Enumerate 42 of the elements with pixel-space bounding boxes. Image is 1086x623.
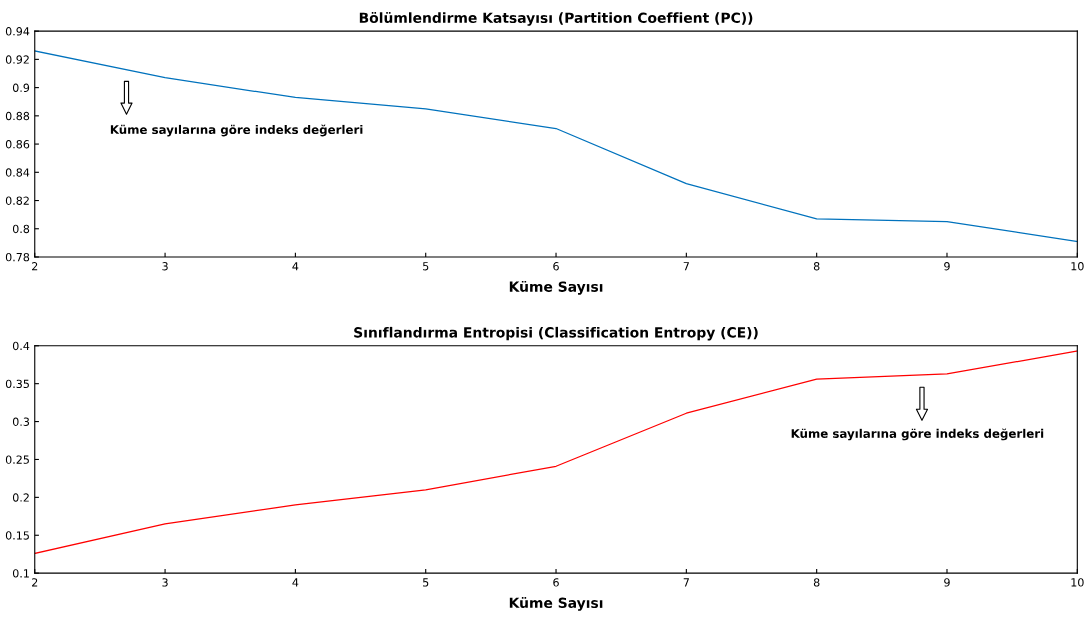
- x-axis-title: Küme Sayısı: [509, 597, 603, 611]
- chart-title: Bölümlendirme Katsayısı (Partition Coeffient (PC)): [359, 12, 753, 26]
- x-axis-title: Küme Sayısı: [509, 280, 603, 295]
- x-tick-label: 10: [1071, 578, 1084, 587]
- x-tick-label: 8: [813, 262, 820, 271]
- y-tick-label: 0.94: [5, 27, 30, 36]
- y-tick-label: 0.88: [5, 111, 30, 121]
- x-tick-label: 3: [162, 262, 168, 271]
- x-tick-label: 8: [813, 578, 820, 587]
- y-tick-label: 0.84: [5, 168, 30, 177]
- y-tick-label: 0.1: [12, 569, 29, 578]
- x-tick-label: 7: [683, 578, 689, 587]
- line-series: [34, 350, 1078, 555]
- x-tick-label: 5: [423, 578, 429, 587]
- x-tick-label: 9: [944, 578, 950, 587]
- x-tick-label: 3: [162, 578, 168, 587]
- y-tick-label: 0.4: [12, 341, 30, 351]
- x-tick-label: 7: [683, 262, 689, 271]
- y-tick-label: 0.9: [12, 83, 30, 92]
- chart-title: Sınıflandırma Entropisi (Classification Entropy (CE)): [354, 326, 758, 341]
- x-tick-label: 2: [32, 578, 38, 587]
- x-tick-label: 5: [423, 262, 429, 271]
- x-tick-label: 10: [1071, 262, 1084, 271]
- y-tick-label: 0.92: [5, 55, 29, 64]
- x-tick-label: 9: [944, 262, 950, 271]
- y-tick-label: 0.25: [5, 455, 29, 464]
- annotation: Küme sayılarına göre indeks değerleri: [110, 124, 363, 137]
- annotation: Küme sayılarına göre indeks değerleri: [791, 428, 1044, 441]
- y-tick-label: 0.3: [12, 417, 29, 426]
- x-tick-label: 4: [292, 578, 299, 587]
- x-tick-label: 6: [553, 262, 559, 271]
- x-tick-label: 4: [292, 262, 299, 271]
- y-tick-label: 0.35: [5, 379, 29, 389]
- x-tick-label: 6: [553, 578, 559, 587]
- y-tick-label: 0.8: [12, 224, 30, 234]
- y-tick-label: 0.15: [5, 531, 29, 540]
- y-tick-label: 0.2: [12, 493, 29, 502]
- y-tick-label: 0.82: [5, 196, 29, 205]
- y-tick-label: 0.86: [5, 140, 30, 149]
- y-tick-label: 0.78: [5, 252, 30, 262]
- x-tick-label: 2: [32, 262, 38, 271]
- line-series: [34, 50, 1078, 243]
